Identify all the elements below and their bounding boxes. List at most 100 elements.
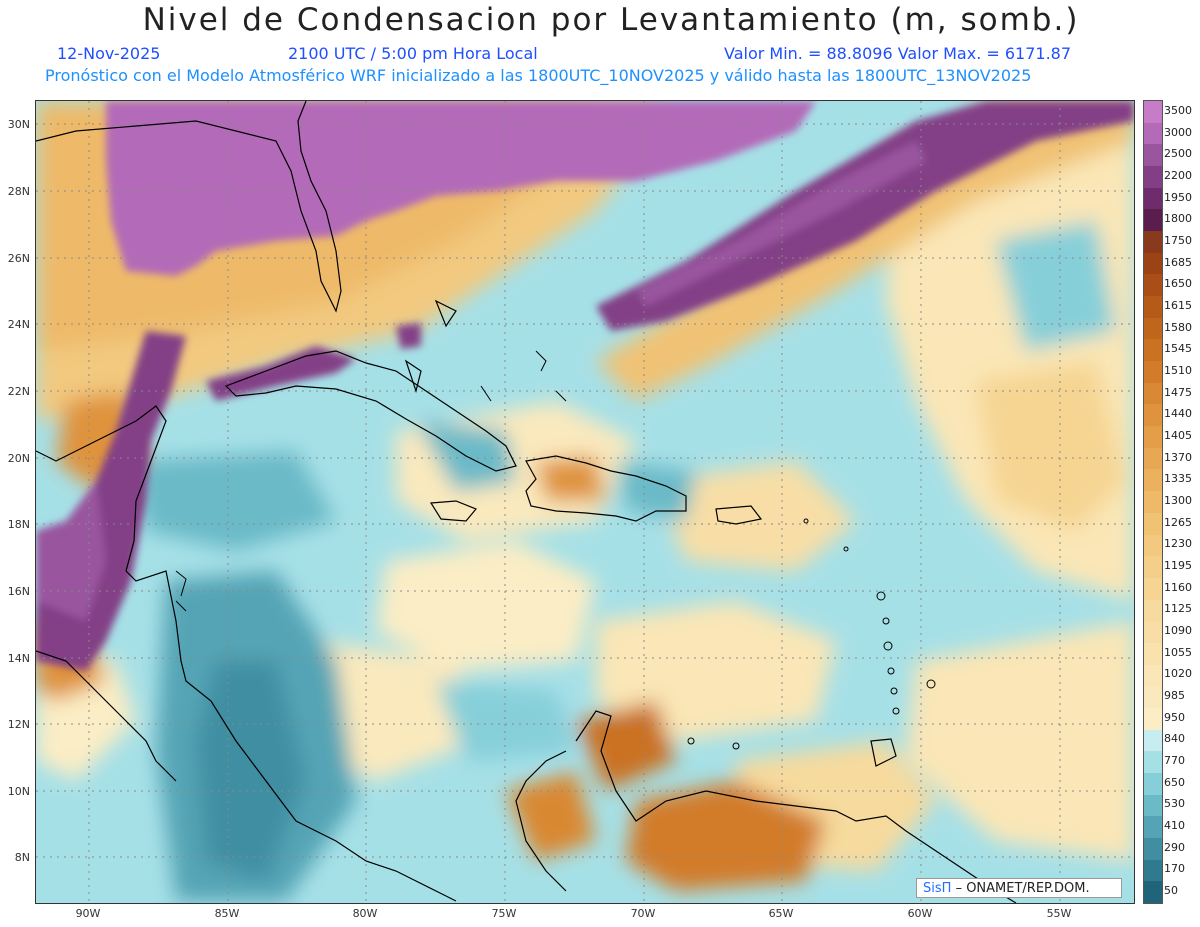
colorbar-label: 1685 — [1164, 255, 1192, 269]
colorbar — [1143, 100, 1163, 904]
islands — [175, 350, 936, 750]
colorbar-label: 3500 — [1164, 103, 1192, 117]
forecast-label: Pronóstico con el Modelo Atmosférico WRF… — [45, 66, 1032, 85]
credit-text: – ONAMET/REP.DOM. — [955, 881, 1090, 896]
colorbar-swatch — [1144, 772, 1162, 796]
colorbar-swatch — [1144, 209, 1162, 232]
colorbar-swatch — [1144, 382, 1162, 405]
colorbar-swatch — [1144, 491, 1162, 514]
colorbar-swatch — [1144, 534, 1162, 557]
colorbar-swatch — [1144, 166, 1162, 189]
colorbar-label: 50 — [1164, 884, 1178, 898]
colorbar-label: 840 — [1164, 732, 1185, 746]
colorbar-label: 1020 — [1164, 667, 1192, 681]
credit-logo: SisΠ — [923, 881, 952, 896]
lon-label: 90W — [75, 907, 101, 920]
colorbar-swatch — [1144, 317, 1162, 340]
colorbar-swatch — [1144, 599, 1162, 622]
colorbar-swatch — [1144, 187, 1162, 210]
colorbar-label: 1950 — [1164, 190, 1192, 204]
lat-label: 30N — [7, 118, 30, 131]
colorbar-label: 985 — [1164, 689, 1185, 703]
lat-label: 20N — [7, 452, 30, 465]
colorbar-label: 1055 — [1164, 645, 1192, 659]
colorbar-label: 1475 — [1164, 385, 1192, 399]
colorbar-label: 1510 — [1164, 363, 1192, 377]
colorbar-swatch — [1144, 426, 1162, 449]
colorbar-label: 2200 — [1164, 168, 1192, 182]
colorbar-swatch — [1144, 252, 1162, 275]
colorbar-swatch — [1144, 686, 1162, 709]
colorbar-label: 1300 — [1164, 494, 1192, 507]
coastlines — [36, 101, 1017, 903]
lat-label: 24N — [7, 318, 30, 331]
colorbar-swatch — [1144, 404, 1162, 427]
colorbar-label: 410 — [1164, 819, 1185, 833]
colorbar-label: 1160 — [1164, 580, 1192, 594]
lat-label: 12N — [7, 718, 30, 731]
colorbar-label: 950 — [1164, 710, 1185, 724]
colorbar-label: 290 — [1164, 840, 1185, 854]
date-label: 12-Nov-2025 — [57, 44, 161, 63]
colorbar-label: 1440 — [1164, 407, 1192, 421]
colorbar-label: 170 — [1164, 862, 1185, 876]
lat-label: 14N — [7, 652, 30, 665]
colorbar-label: 1650 — [1164, 277, 1192, 291]
colorbar-swatch — [1144, 664, 1162, 687]
map-canvas — [36, 101, 1134, 903]
colorbar-swatch — [1144, 144, 1162, 167]
colorbar-swatch — [1144, 794, 1162, 817]
colorbar-label: 1800 — [1164, 212, 1192, 226]
colorbar-swatch — [1144, 621, 1162, 644]
lat-label: 10N — [7, 785, 30, 798]
colorbar-swatch — [1144, 339, 1162, 362]
colorbar-label: 1580 — [1164, 320, 1192, 334]
map-frame — [35, 100, 1135, 904]
colorbar-swatch — [1144, 859, 1162, 882]
colorbar-label: 1545 — [1164, 342, 1192, 356]
colorbar-swatch — [1144, 837, 1162, 861]
colorbar-label: 1750 — [1164, 233, 1192, 247]
colorbar-swatch — [1144, 707, 1162, 731]
map-title: Nivel de Condensacion por Levantamiento … — [142, 2, 1080, 38]
lon-label: 75W — [491, 907, 517, 920]
colorbar-label: 1090 — [1164, 624, 1192, 638]
colorbar-swatch — [1144, 816, 1162, 839]
time-label: 2100 UTC / 5:00 pm Hora Local — [288, 44, 538, 63]
lat-label: 8N — [14, 851, 30, 864]
minmax-label: Valor Min. = 88.8096 Valor Max. = 6171.8… — [724, 44, 1072, 63]
colorbar-label: 1230 — [1164, 537, 1192, 551]
colorbar-swatch — [1144, 274, 1162, 297]
colorbar-swatch — [1144, 729, 1162, 752]
lat-label: 26N — [7, 252, 30, 265]
colorbar-swatch — [1144, 577, 1162, 601]
colorbar-swatch — [1144, 447, 1162, 470]
colorbar-swatch — [1144, 231, 1162, 254]
colorbar-label: 2500 — [1164, 147, 1192, 161]
colorbar-label: 1405 — [1164, 428, 1192, 442]
colorbar-label: 1265 — [1164, 515, 1192, 529]
colorbar-swatch — [1144, 122, 1162, 145]
lon-label: 65W — [768, 907, 794, 920]
colorbar-label: 1370 — [1164, 450, 1192, 464]
colorbar-swatch — [1144, 751, 1162, 774]
colorbar-swatch — [1144, 642, 1162, 666]
colorbar-swatch — [1144, 296, 1162, 319]
colorbar-label: 530 — [1164, 797, 1185, 811]
colorbar-swatch — [1144, 881, 1162, 904]
colorbar-swatch — [1144, 556, 1162, 579]
lon-label: 80W — [352, 907, 378, 920]
colorbar-swatch — [1144, 512, 1162, 535]
lon-label: 70W — [630, 907, 656, 920]
lat-label: 22N — [7, 385, 30, 398]
lat-label: 16N — [7, 585, 30, 598]
colorbar-swatch — [1144, 469, 1162, 492]
colorbar-swatch — [1144, 361, 1162, 384]
lon-label: 85W — [214, 907, 240, 920]
lat-label: 18N — [7, 518, 30, 531]
colorbar-label: 770 — [1164, 754, 1185, 768]
graticule — [36, 101, 1134, 903]
lon-label: 55W — [1046, 907, 1072, 920]
colorbar-label: 1335 — [1164, 472, 1192, 486]
colorbar-label: 1615 — [1164, 298, 1192, 312]
